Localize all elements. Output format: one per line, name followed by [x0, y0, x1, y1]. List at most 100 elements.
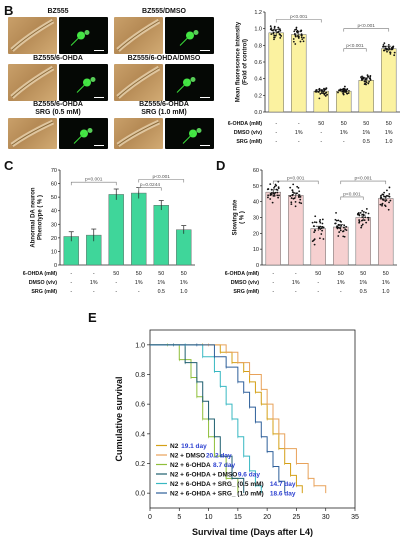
data-point — [313, 243, 316, 246]
data-point — [381, 204, 383, 207]
data-point — [384, 45, 387, 48]
data-point — [346, 88, 348, 91]
bar — [333, 226, 349, 266]
y-tick-label: 1.2 — [254, 10, 262, 16]
treatment-value: 1% — [292, 280, 300, 286]
data-point — [271, 192, 273, 194]
data-point — [338, 89, 340, 92]
significance-bracket — [340, 180, 387, 185]
data-point — [334, 222, 337, 225]
data-point — [362, 211, 365, 213]
micrograph-title: BZ555/6-OHDA/DMSO — [114, 55, 214, 63]
fluorescence-image — [59, 17, 108, 54]
treatment-row-label: DMSO (v/v) — [29, 280, 57, 286]
micrograph-title: BZ555/6-OHDA SRG (1.0 mM) — [114, 101, 214, 117]
data-point — [271, 201, 274, 204]
panel-label-d: D — [216, 158, 226, 173]
data-point — [278, 28, 281, 31]
data-point — [392, 45, 395, 48]
significance-label: p<0.001 — [290, 14, 308, 20]
data-point — [318, 89, 321, 92]
y-tick-label: 0.4 — [254, 77, 262, 83]
scale-bar — [200, 50, 210, 51]
data-point — [380, 194, 382, 197]
data-point — [271, 29, 274, 32]
data-point — [388, 201, 390, 204]
treatment-value: - — [340, 289, 342, 295]
bar — [108, 194, 124, 266]
data-point — [324, 95, 327, 97]
significance-bracket — [275, 19, 322, 23]
significance-label: p<0.001 — [346, 43, 364, 49]
data-point — [385, 199, 388, 201]
data-point — [291, 191, 294, 193]
bar — [268, 32, 284, 113]
treatment-value: - — [320, 130, 322, 136]
data-point — [319, 221, 322, 224]
treatment-value: - — [298, 139, 300, 145]
data-point — [384, 47, 387, 50]
data-point — [389, 199, 392, 202]
data-point — [294, 201, 297, 203]
data-point — [369, 77, 372, 80]
data-point — [381, 193, 384, 196]
data-point — [345, 229, 348, 232]
brightfield-image — [114, 64, 163, 101]
treatment-value: 50 — [136, 271, 142, 277]
treatment-value: - — [295, 271, 297, 277]
data-point — [364, 216, 367, 219]
data-point — [390, 48, 392, 51]
micrograph-title: BZ555/6-OHDA SRG (0.5 mM) — [8, 101, 108, 117]
data-point — [342, 93, 345, 96]
data-point — [274, 191, 277, 194]
data-point — [277, 30, 280, 33]
significance-bracket — [138, 187, 162, 191]
data-point — [315, 89, 318, 91]
data-point — [340, 224, 343, 227]
data-point — [290, 197, 293, 199]
data-point — [295, 28, 298, 31]
data-point — [387, 43, 390, 46]
data-point — [291, 194, 294, 197]
fluorescence-image — [165, 17, 214, 54]
data-point — [386, 189, 388, 192]
data-point — [273, 34, 276, 37]
y-tick-label: 0.6 — [135, 402, 145, 409]
y-tick-label: 0.0 — [254, 110, 262, 116]
x-tick-label: 25 — [293, 514, 301, 521]
treatment-value: 1.0 — [385, 139, 392, 145]
data-point — [393, 51, 396, 54]
data-point — [292, 40, 295, 43]
data-point — [279, 36, 282, 39]
data-point — [292, 183, 295, 186]
data-point — [315, 221, 318, 224]
y-axis-label: Phenotype ( % ) — [38, 195, 44, 240]
data-point — [266, 188, 269, 191]
significance-bracket — [272, 180, 319, 185]
micrograph-title: BZ555/DMSO — [114, 8, 214, 16]
treatment-value: - — [272, 289, 274, 295]
scale-bar — [94, 97, 104, 98]
y-axis-label: Abnormal DA neuron — [31, 187, 37, 247]
data-point — [317, 91, 320, 93]
legend-mean-label: 8.7 day — [213, 462, 235, 469]
treatment-value: 50 — [318, 121, 324, 127]
treatment-value: 1% — [135, 280, 143, 286]
y-tick-label: 0 — [256, 263, 259, 269]
data-point — [339, 89, 342, 92]
data-point — [267, 196, 269, 199]
data-point — [342, 235, 345, 238]
data-point — [345, 225, 348, 228]
data-point — [340, 220, 342, 223]
data-point — [299, 40, 302, 43]
data-point — [387, 195, 389, 197]
legend-entry: N2 + 6-OHDA + SRG_ (0.5 mM) — [170, 481, 264, 488]
y-tick-label: 1.0 — [135, 342, 145, 349]
data-point — [270, 188, 273, 191]
survival-curve — [150, 344, 327, 494]
data-point — [275, 184, 278, 187]
data-point — [298, 201, 301, 204]
data-point — [292, 38, 295, 40]
treatment-value: 1% — [180, 280, 188, 286]
survival-curve — [150, 344, 262, 494]
